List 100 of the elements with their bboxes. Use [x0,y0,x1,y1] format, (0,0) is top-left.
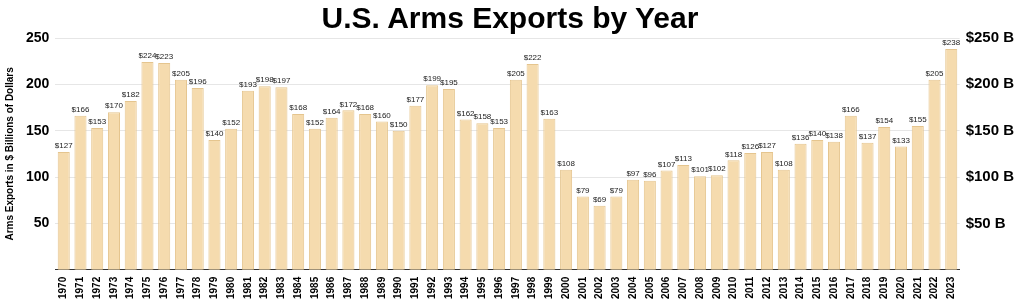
data-label: $205 [172,68,191,78]
x-tick-label: 1991 [409,276,421,299]
x-tick-label: 2008 [693,276,705,299]
x-tick-label: 2005 [643,276,655,299]
data-label: $168 [356,103,375,113]
data-label: $163 [540,107,559,117]
data-label: $155 [908,115,928,125]
data-label: $177 [406,94,425,104]
data-label: $196 [188,77,208,87]
x-tick-label: 2014 [794,276,806,299]
x-tick-label: 1993 [442,276,454,299]
data-label: $118 [724,149,743,159]
y2-tick-label: $100 B [965,167,1015,185]
data-label: $154 [875,116,894,126]
data-label: $152 [306,118,325,128]
data-label: $222 [523,53,543,63]
x-tick-label: 2002 [593,276,605,299]
x-tick-label: 2003 [610,276,622,299]
chart-title: U.S. Arms Exports by Year [321,1,699,35]
x-tick-label: 2019 [878,276,890,299]
y2-tick-label: $150 B [965,120,1015,138]
x-tick-label: 1971 [74,276,86,299]
data-label: $238 [942,38,961,48]
x-tick-label: 2004 [626,276,638,299]
data-label: $182 [121,90,141,100]
y-tick-label: 100 [26,167,50,184]
data-label: $205 [925,68,944,78]
x-tick-label: 1975 [141,276,153,299]
data-label: $164 [322,106,342,116]
data-label: $168 [289,103,308,113]
data-label: $138 [825,131,844,141]
x-tick-label: 2023 [945,276,957,299]
x-tick-label: 1973 [107,276,119,299]
x-tick-label: 1999 [543,276,555,299]
y-tick-label: 250 [26,28,50,45]
data-label: $126 [741,142,760,152]
x-tick-label: 1980 [224,276,236,299]
data-label: $136 [791,132,810,142]
data-label: $127 [758,141,777,151]
x-tick-label: 2016 [827,276,839,299]
y2-tick-label: $200 B [965,74,1015,92]
data-label: $150 [389,119,409,129]
x-tick-label: 1994 [459,276,471,299]
data-label: $69 [592,194,607,204]
data-label: $153 [490,117,509,127]
y2-tick-label: $50 B [965,213,1006,231]
x-tick-label: 2022 [928,276,940,299]
x-tick-label: 2013 [777,276,789,299]
x-tick-label: 1995 [476,276,488,299]
x-tick-label: 2018 [861,276,873,299]
x-tick-label: 2010 [727,276,739,299]
x-tick-label: 2020 [894,276,906,299]
data-label: $205 [506,68,526,78]
x-tick-label: 1977 [174,276,186,299]
y-tick-label: 50 [33,214,50,231]
x-tick-label: 1987 [342,276,354,299]
x-tick-label: 1981 [241,276,253,299]
data-label: $152 [222,118,241,128]
data-label: $140 [205,129,224,139]
data-label: $166 [71,105,90,115]
data-label: $113 [674,154,693,164]
x-tick-label: 1984 [291,276,303,299]
x-tick-label: 1992 [425,276,437,299]
y2-tick-label: $250 B [965,28,1015,46]
x-tick-label: 1978 [191,276,203,299]
x-tick-label: 2007 [677,276,689,299]
x-tick-label: 2011 [744,276,756,299]
x-tick-label: 1983 [275,276,287,299]
data-label: $223 [155,52,174,62]
x-tick-label: 1974 [124,276,136,299]
x-tick-label: 2012 [760,276,772,299]
x-tick-label: 1972 [90,276,102,299]
x-tick-label: 2001 [576,276,588,299]
data-label: $79 [609,185,624,195]
x-tick-label: 1985 [308,276,320,299]
x-tick-label: 1976 [157,276,169,299]
x-tick-label: 1986 [325,276,337,299]
x-tick-label: 1990 [392,276,404,299]
data-label: $224 [138,51,157,61]
y-tick-label: 150 [26,121,50,138]
data-label: $96 [643,169,658,179]
x-tick-label: 2015 [811,276,823,299]
y-tick-label: 200 [26,75,50,92]
x-tick-label: 1988 [358,276,370,299]
data-label: $160 [373,110,392,120]
data-label: $127 [54,141,74,151]
x-tick-label: 2017 [844,276,856,299]
x-tick-label: 2021 [911,276,923,299]
x-tick-label: 1996 [492,276,504,299]
data-label: $137 [858,131,877,141]
x-tick-label: 1989 [375,276,387,299]
x-tick-label: 1998 [526,276,538,299]
data-label: $133 [892,135,911,145]
data-label: $197 [272,76,291,86]
data-label: $79 [576,185,591,195]
data-label: $170 [105,101,124,111]
data-label: $166 [841,105,861,115]
x-tick-label: 1982 [258,276,270,299]
x-tick-label: 2006 [660,276,672,299]
data-label: $97 [626,169,641,179]
